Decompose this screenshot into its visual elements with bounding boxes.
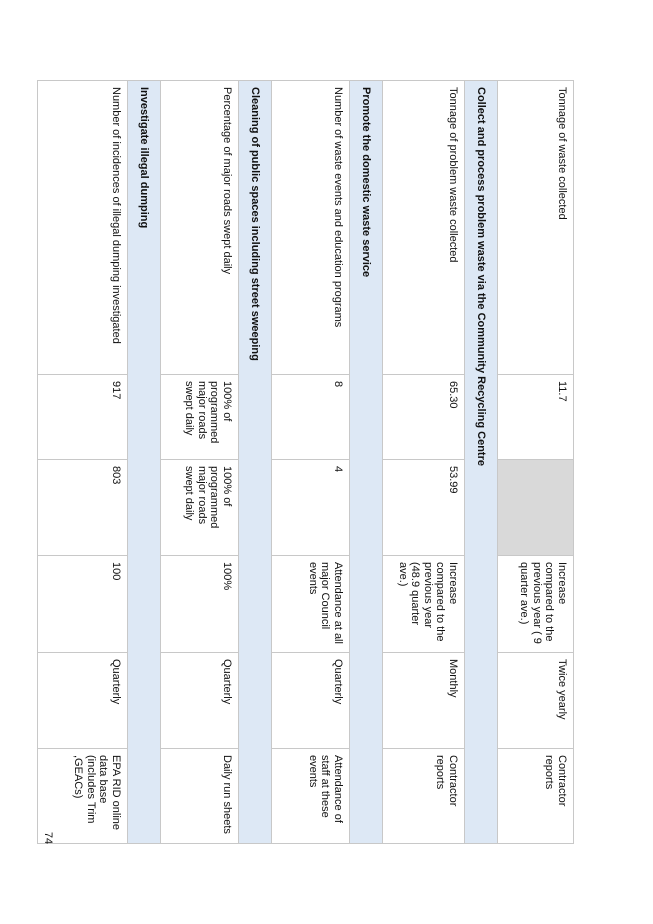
frequency-cell: Quarterly <box>271 652 350 749</box>
measure-cell: Number of waste events and education pro… <box>271 80 350 375</box>
page-number: 74 <box>42 831 54 845</box>
value-cell: 8 <box>271 374 350 460</box>
target-cell: Attendance at all major Council events <box>271 555 350 653</box>
table-row: Number of waste events and education pro… <box>271 80 350 844</box>
table-row: Tonnage of problem waste collected 65.30… <box>382 80 465 844</box>
target-cell: 100 <box>37 555 128 653</box>
table-row: Percentage of major roads swept daily 10… <box>160 80 239 844</box>
section-row: Cleaning of public spaces including stre… <box>238 80 272 844</box>
value-cell: 803 <box>37 459 128 556</box>
source-cell: Daily run sheets <box>160 748 239 844</box>
frequency-cell: Monthly <box>382 652 465 749</box>
source-cell: Attendance of staff at these events <box>271 748 350 844</box>
value-cell: 65.30 <box>382 374 465 460</box>
target-cell: 100% <box>160 555 239 653</box>
target-cell: Increase compared to the previous year (… <box>382 555 465 653</box>
value-cell: 53.99 <box>382 459 465 556</box>
section-heading: Investigate illegal dumping <box>127 80 161 844</box>
section-heading: Promote the domestic waste service <box>349 80 383 844</box>
measure-cell: Percentage of major roads swept daily <box>160 80 239 375</box>
performance-table: Tonnage of waste collected 11.7 Increase… <box>37 80 574 844</box>
frequency-cell: Quarterly <box>160 652 239 749</box>
value-cell <box>497 459 574 556</box>
value-cell: 11.7 <box>497 374 574 460</box>
source-cell: Contractor reports <box>497 748 574 844</box>
measure-cell: Tonnage of problem waste collected <box>382 80 465 375</box>
section-heading: Cleaning of public spaces including stre… <box>238 80 272 844</box>
source-cell: Contractor reports <box>382 748 465 844</box>
value-cell: 100% of programmed major roads swept dai… <box>160 459 239 556</box>
frequency-cell: Twice yearly <box>497 652 574 749</box>
section-heading: Collect and process problem waste via th… <box>464 80 498 844</box>
value-cell: 917 <box>37 374 128 460</box>
measure-cell: Number of incidences of illegal dumping … <box>37 80 128 375</box>
measure-cell: Tonnage of waste collected <box>497 80 574 375</box>
target-cell: Increase compared to the previous year (… <box>497 555 574 653</box>
value-cell: 4 <box>271 459 350 556</box>
value-cell: 100% of programmed major roads swept dai… <box>160 374 239 460</box>
table-row: Tonnage of waste collected 11.7 Increase… <box>497 80 574 844</box>
section-row: Promote the domestic waste service <box>349 80 383 844</box>
rotated-table-container: Tonnage of waste collected 11.7 Increase… <box>37 80 574 844</box>
section-row: Collect and process problem waste via th… <box>464 80 498 844</box>
frequency-cell: Quarterly <box>37 652 128 749</box>
table-row: Number of incidences of illegal dumping … <box>37 80 128 844</box>
section-row: Investigate illegal dumping <box>127 80 161 844</box>
